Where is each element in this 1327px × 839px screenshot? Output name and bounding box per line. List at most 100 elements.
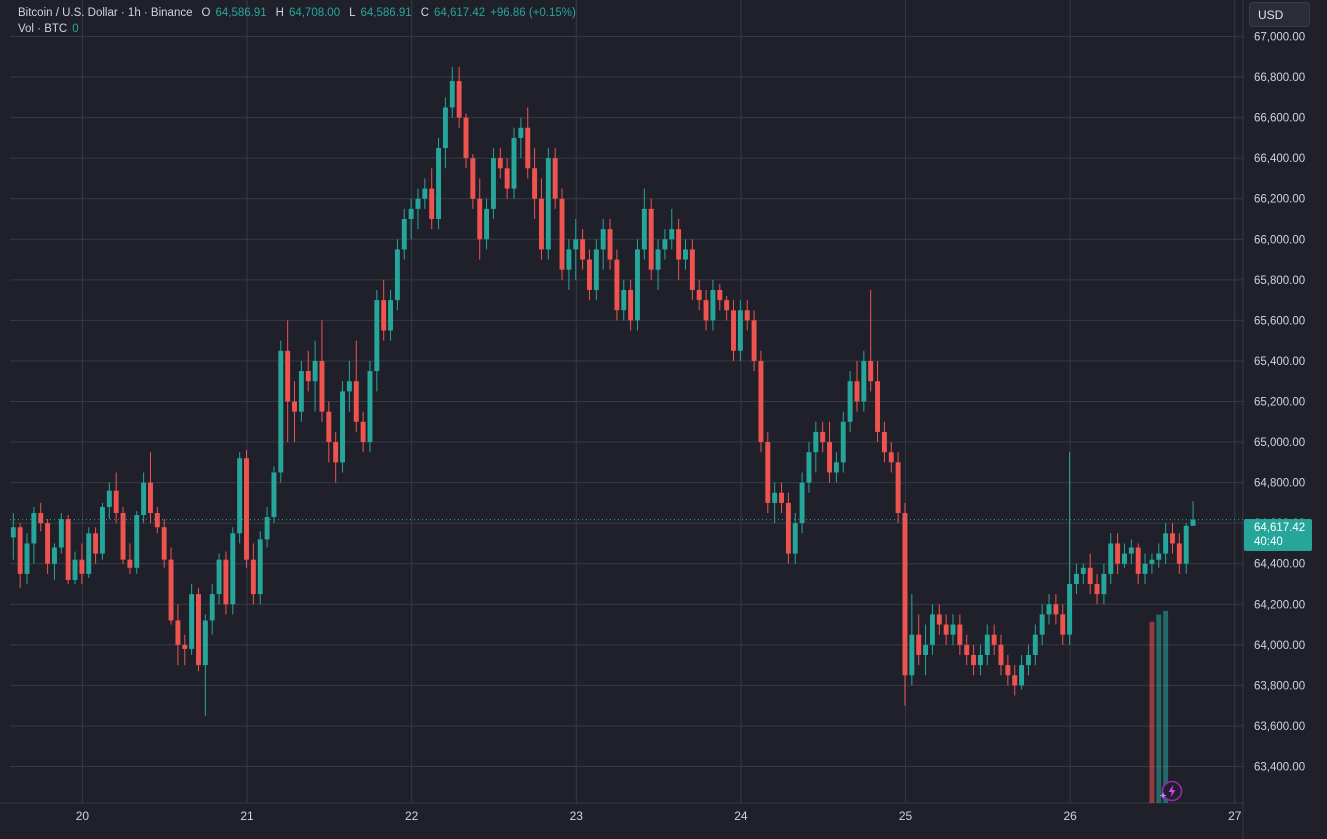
candle-body (1019, 665, 1025, 686)
candle-body (765, 442, 771, 503)
chart-legend: Bitcoin / U.S. Dollar · 1h · Binance O 64… (18, 5, 576, 37)
candle-body (346, 381, 352, 392)
time-axis[interactable]: 20 21 22 23 24 25 26 27 (76, 809, 1242, 823)
candle-body (1122, 553, 1127, 564)
candle-body (497, 158, 503, 169)
x-tick-label: 21 (240, 809, 254, 823)
candle-body (401, 219, 407, 250)
symbol-title[interactable]: Bitcoin / U.S. Dollar · 1h · Binance (18, 7, 193, 19)
candle-body (545, 158, 551, 250)
volume-title[interactable]: Vol · BTC (18, 23, 68, 35)
y-tick-label: 65,800.00 (1254, 275, 1305, 287)
y-tick-label: 66,600.00 (1254, 113, 1305, 125)
candle-body (868, 360, 874, 382)
candle-body (463, 117, 469, 159)
candle-body (429, 188, 435, 219)
ohlc-row: Bitcoin / U.S. Dollar · 1h · Binance O 64… (18, 5, 576, 21)
candle-body (360, 421, 366, 443)
candle-body (148, 482, 153, 514)
candle-body (586, 259, 592, 290)
y-tick-label: 64,000.00 (1254, 640, 1305, 652)
candle-body (79, 559, 85, 574)
candle-body (854, 381, 860, 402)
candle-body (51, 547, 57, 564)
candle-body (312, 360, 318, 382)
candle-body (751, 320, 757, 361)
candle-body (991, 634, 997, 645)
candle-body (168, 559, 174, 621)
candle-body (950, 624, 956, 635)
candle-body (511, 137, 517, 189)
candle-body (415, 198, 421, 209)
y-tick-label: 65,600.00 (1254, 315, 1305, 327)
candle-body (120, 513, 126, 560)
candle-body (113, 490, 119, 514)
candle-body (737, 310, 743, 351)
candle-body (1067, 584, 1073, 635)
candle-body (573, 239, 579, 250)
y-tick-label: 65,400.00 (1254, 356, 1305, 368)
candle-body (779, 492, 784, 503)
candle-body (340, 391, 346, 463)
candle-body (593, 249, 599, 290)
close-key: C (420, 7, 429, 19)
x-tick-label: 25 (899, 809, 913, 823)
x-tick-label: 23 (570, 809, 584, 823)
candle-body (888, 452, 894, 463)
candle-body (1142, 563, 1148, 574)
candle-body (305, 371, 311, 382)
candle-body (1101, 573, 1107, 595)
lightning-icon[interactable] (1158, 780, 1184, 802)
y-tick-label: 67,000.00 (1254, 32, 1305, 44)
candle-body (916, 634, 922, 655)
candle-body (861, 360, 867, 402)
candle-body (744, 310, 750, 321)
candle-body (250, 559, 256, 595)
candle-body (1094, 584, 1100, 595)
candle-body (833, 462, 839, 473)
candle-body (696, 289, 702, 301)
candle-body (72, 559, 78, 580)
candle-body (532, 168, 538, 199)
high-key: H (275, 7, 284, 19)
candle-body (895, 462, 901, 514)
candle-body (216, 559, 222, 595)
currency-button[interactable]: USD (1249, 2, 1310, 27)
candle-body (484, 208, 490, 240)
y-tick-label: 64,800.00 (1254, 478, 1305, 490)
volume-bar (1163, 610, 1169, 803)
candle-body (182, 644, 188, 649)
candle-body (820, 431, 826, 443)
candle-body (374, 300, 380, 372)
candle-body (669, 229, 675, 240)
candle-body (202, 620, 208, 666)
volume-bars (1149, 610, 1169, 803)
candle-body (1012, 675, 1018, 686)
candle-body (237, 458, 243, 534)
candle-body (964, 644, 970, 655)
high-value: 64,708.00 (288, 7, 341, 19)
candle-body (559, 198, 565, 270)
candle-body (175, 620, 181, 645)
candle-body (525, 127, 531, 169)
candle-body (566, 249, 572, 270)
candle-body (442, 107, 448, 149)
candle-body (209, 594, 215, 621)
candle-body (1032, 634, 1038, 655)
candle-body (367, 371, 373, 443)
y-tick-label: 66,400.00 (1254, 153, 1305, 165)
x-tick-label: 20 (76, 809, 90, 823)
candle-body (1170, 533, 1175, 544)
candle-body (614, 259, 620, 311)
candle-body (1183, 525, 1189, 564)
candle-body (648, 208, 654, 270)
candle-body (1087, 567, 1093, 584)
candle-body (902, 513, 908, 676)
y-tick-label: 65,000.00 (1254, 437, 1305, 449)
close-value: 64,617.42 (434, 7, 486, 19)
candle-body (99, 506, 105, 554)
last-price-label: 64,617.42 40:40 (1244, 519, 1312, 551)
volume-bar (1149, 621, 1155, 803)
